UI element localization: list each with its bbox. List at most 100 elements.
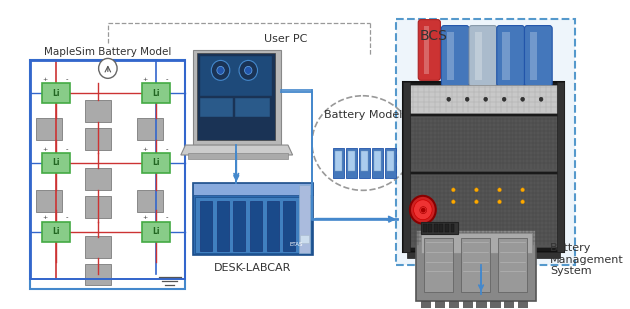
Circle shape (244, 66, 252, 74)
Bar (518, 301, 527, 309)
Bar (498, 238, 527, 292)
Bar (85, 168, 111, 190)
Bar (217, 201, 229, 251)
Text: Li: Li (152, 89, 159, 98)
Text: Li: Li (152, 159, 159, 167)
Circle shape (239, 61, 258, 80)
Text: +: + (42, 146, 48, 151)
Text: -: - (166, 215, 168, 221)
Bar (200, 57, 272, 96)
Bar (359, 148, 370, 178)
Bar (85, 196, 111, 218)
Circle shape (474, 200, 478, 204)
Bar (250, 201, 262, 251)
Text: Li: Li (152, 227, 159, 236)
Bar (424, 26, 429, 74)
Bar (200, 98, 234, 117)
Bar (407, 252, 559, 257)
Bar (193, 183, 313, 255)
Bar (385, 148, 396, 178)
Text: -: - (66, 146, 69, 152)
Text: -: - (166, 76, 168, 82)
FancyBboxPatch shape (418, 19, 440, 80)
Bar (200, 201, 212, 251)
Bar (421, 301, 430, 309)
Bar (300, 235, 309, 243)
Bar (195, 197, 311, 252)
Bar (490, 301, 500, 309)
Bar (405, 85, 561, 113)
Text: ETAS: ETAS (290, 242, 303, 247)
Bar (42, 153, 70, 173)
Circle shape (452, 188, 455, 192)
Text: -: - (66, 76, 69, 82)
Circle shape (498, 188, 501, 192)
Bar (450, 224, 454, 232)
Circle shape (211, 61, 230, 80)
Bar (85, 236, 111, 257)
Circle shape (414, 200, 432, 220)
Bar (387, 151, 394, 171)
Text: Li: Li (52, 159, 60, 167)
Bar (284, 201, 295, 251)
Bar (142, 222, 169, 242)
Bar (266, 201, 278, 251)
Bar (403, 82, 410, 252)
Circle shape (466, 97, 469, 101)
Bar (85, 128, 111, 150)
Bar (449, 301, 458, 309)
Circle shape (521, 200, 525, 204)
Bar (557, 82, 564, 252)
Text: +: + (142, 146, 147, 151)
Bar (236, 98, 270, 117)
Text: BCS: BCS (419, 28, 447, 43)
Circle shape (539, 97, 543, 101)
Circle shape (447, 97, 450, 101)
Bar (405, 174, 561, 247)
Text: +: + (42, 215, 48, 220)
Bar (435, 301, 444, 309)
Text: Battery Model: Battery Model (324, 110, 402, 120)
Bar (421, 233, 532, 252)
Circle shape (484, 97, 488, 101)
Circle shape (410, 196, 436, 224)
Bar (42, 222, 70, 242)
Bar (36, 118, 62, 140)
Text: -: - (66, 215, 69, 221)
Circle shape (502, 97, 506, 101)
FancyBboxPatch shape (469, 26, 497, 86)
Text: Battery
Management
System: Battery Management System (551, 243, 624, 276)
Bar (137, 190, 163, 212)
Bar (421, 222, 458, 234)
Text: Li: Li (52, 89, 60, 98)
Bar (502, 32, 510, 80)
Bar (462, 301, 472, 309)
Bar (299, 185, 310, 252)
Text: +: + (142, 215, 147, 220)
Text: User PC: User PC (264, 33, 307, 44)
Bar (193, 183, 313, 195)
Bar (234, 201, 246, 251)
FancyBboxPatch shape (442, 26, 469, 86)
Text: DESK-LABCAR: DESK-LABCAR (214, 264, 292, 273)
Circle shape (217, 66, 224, 74)
Bar (142, 83, 169, 103)
Text: +: + (42, 77, 48, 82)
Bar (428, 224, 432, 232)
Text: ◉: ◉ (418, 205, 427, 215)
Polygon shape (193, 50, 280, 145)
Bar (416, 230, 537, 301)
Bar (447, 32, 454, 80)
Bar (188, 153, 288, 159)
Bar (403, 82, 564, 252)
Text: Li: Li (52, 227, 60, 236)
Circle shape (452, 200, 455, 204)
Bar (85, 100, 111, 122)
Bar (333, 148, 345, 178)
Text: +: + (142, 77, 147, 82)
Bar (30, 61, 185, 290)
Bar (405, 116, 561, 171)
FancyBboxPatch shape (497, 26, 525, 86)
Bar (142, 153, 169, 173)
Bar (372, 148, 383, 178)
